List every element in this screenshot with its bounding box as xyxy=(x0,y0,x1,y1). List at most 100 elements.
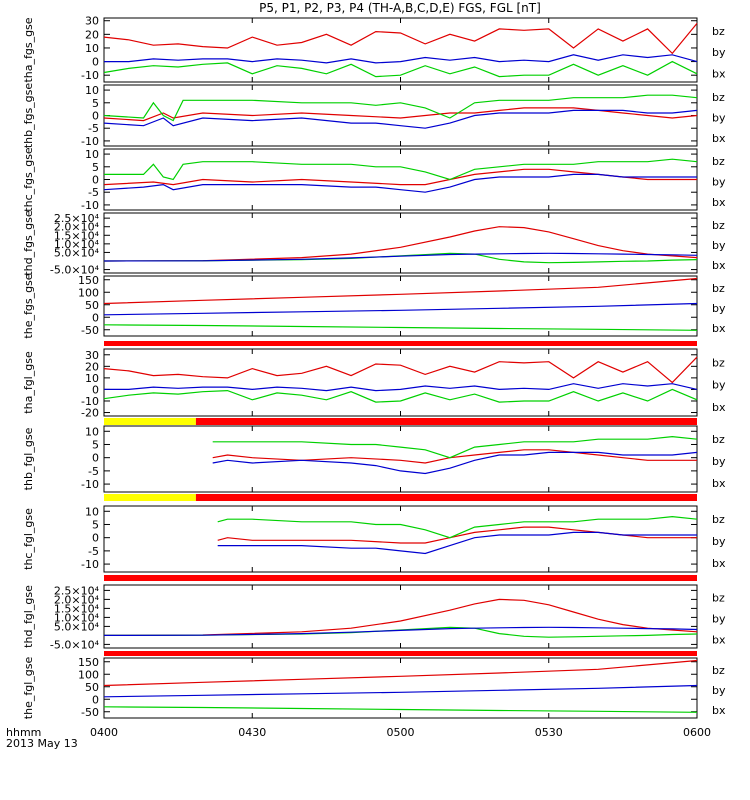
panel-frame xyxy=(103,84,698,147)
status-strip xyxy=(104,651,697,656)
legend-by: by xyxy=(712,46,726,59)
legend-bx: bx xyxy=(712,634,726,647)
legend-bx: bx xyxy=(712,196,726,209)
y-tick-label: 2.0×10⁴ xyxy=(54,221,100,234)
status-segment xyxy=(104,341,697,346)
legend-bx: bx xyxy=(712,259,726,272)
legend-bz: bz xyxy=(712,155,725,168)
legend-bz: bz xyxy=(712,513,725,526)
panel-frame xyxy=(103,348,698,417)
y-tick-label: -10 xyxy=(81,135,99,148)
y-tick-label: 1.0×10⁴ xyxy=(54,611,100,624)
x-axis: 0400 0430 0500 0530 0600 xyxy=(90,726,711,739)
y-axis-label: the_fgs_gse xyxy=(22,273,35,338)
y-tick-label: 0 xyxy=(92,383,99,396)
series-line-by xyxy=(103,706,698,713)
y-tick-label: 1.5×10⁴ xyxy=(54,602,100,615)
y-tick-label: 0 xyxy=(92,56,99,69)
date-label: 2013 May 13 xyxy=(6,737,78,750)
y-tick-label: 150 xyxy=(78,274,99,287)
status-strip xyxy=(104,575,697,581)
status-segment xyxy=(104,651,697,656)
y-tick-label: 5 xyxy=(92,438,99,451)
y-tick-label: 0 xyxy=(92,174,99,187)
series-line-bx xyxy=(104,383,698,392)
status-segment xyxy=(195,418,698,425)
y-tick-label: 20 xyxy=(85,28,99,41)
x-tick-label: 0430 xyxy=(238,726,266,739)
series-line-bx xyxy=(103,252,698,262)
series-line-bx xyxy=(103,109,698,129)
status-segment xyxy=(195,494,698,501)
series-line-by xyxy=(217,515,698,539)
series-line-bz xyxy=(212,449,697,464)
y-tick-label: 30 xyxy=(85,349,99,362)
legend-bz: bz xyxy=(712,664,725,677)
y-tick-label: 5.0×10⁴ xyxy=(54,246,100,259)
y-axis-label: thd_fgs_gse xyxy=(22,210,35,276)
y-tick-label: -50 xyxy=(81,324,99,337)
legend-bz: bz xyxy=(712,433,725,446)
legend-bx: bx xyxy=(712,401,726,414)
legend-by: by xyxy=(712,302,726,315)
x-tick-label: 0500 xyxy=(387,726,415,739)
series-line-by xyxy=(103,94,698,122)
series-line-bz xyxy=(103,107,698,122)
legend-bx: bx xyxy=(712,704,726,717)
y-tick-label: -50 xyxy=(81,706,99,719)
y-tick-label: 150 xyxy=(78,656,99,669)
legend-bz: bz xyxy=(712,356,725,369)
y-tick-label: 5 xyxy=(92,161,99,174)
series-line-bz xyxy=(103,277,698,305)
status-segment xyxy=(104,575,697,581)
series-line-bx xyxy=(212,451,698,475)
series-line-by xyxy=(103,388,698,403)
y-tick-label: 2.5×10⁴ xyxy=(54,212,100,225)
y-tick-label: -5 xyxy=(88,186,99,199)
legend-by: by xyxy=(712,239,726,252)
series-line-bz xyxy=(103,356,698,384)
y-tick-label: 0 xyxy=(92,452,99,465)
y-tick-label: -10 xyxy=(81,199,99,212)
y-tick-label: 10 xyxy=(85,425,99,438)
series-line-bx xyxy=(103,684,698,698)
y-tick-label: 2.5×10⁴ xyxy=(54,584,100,597)
series-line-by xyxy=(212,435,698,459)
legend-by: by xyxy=(712,379,726,392)
panel-frame xyxy=(103,148,698,211)
series-line-bz xyxy=(103,226,698,262)
series-line-bz xyxy=(103,168,697,186)
series-line-by xyxy=(103,60,698,78)
legend-bz: bz xyxy=(712,592,725,605)
y-axis-label: thb_fgs_gse xyxy=(22,83,35,149)
y-tick-label: 5 xyxy=(92,518,99,531)
series-line-bz xyxy=(103,659,698,687)
y-tick-label: -10 xyxy=(81,395,99,408)
y-tick-label: 5.0×10⁴ xyxy=(54,620,100,633)
x-tick-label: 0400 xyxy=(90,726,118,739)
status-segment xyxy=(104,494,196,501)
y-tick-label: 1.0×10⁴ xyxy=(54,238,100,251)
y-tick-label: 10 xyxy=(85,84,99,97)
y-tick-label: 2.0×10⁴ xyxy=(54,593,100,606)
legend-bx: bx xyxy=(712,132,726,145)
series-line-bz xyxy=(103,23,698,55)
y-tick-label: 10 xyxy=(85,372,99,385)
legend-by: by xyxy=(712,112,726,125)
legend-bz: bz xyxy=(712,282,725,295)
status-strip xyxy=(104,418,698,425)
y-tick-label: 0 xyxy=(92,311,99,324)
x-tick-label: 0530 xyxy=(535,726,563,739)
legend-bz: bz xyxy=(712,91,725,104)
y-tick-label: -5 xyxy=(88,545,99,558)
series-line-bx xyxy=(103,626,698,637)
series-line-by xyxy=(103,324,698,331)
y-tick-label: 50 xyxy=(85,681,99,694)
